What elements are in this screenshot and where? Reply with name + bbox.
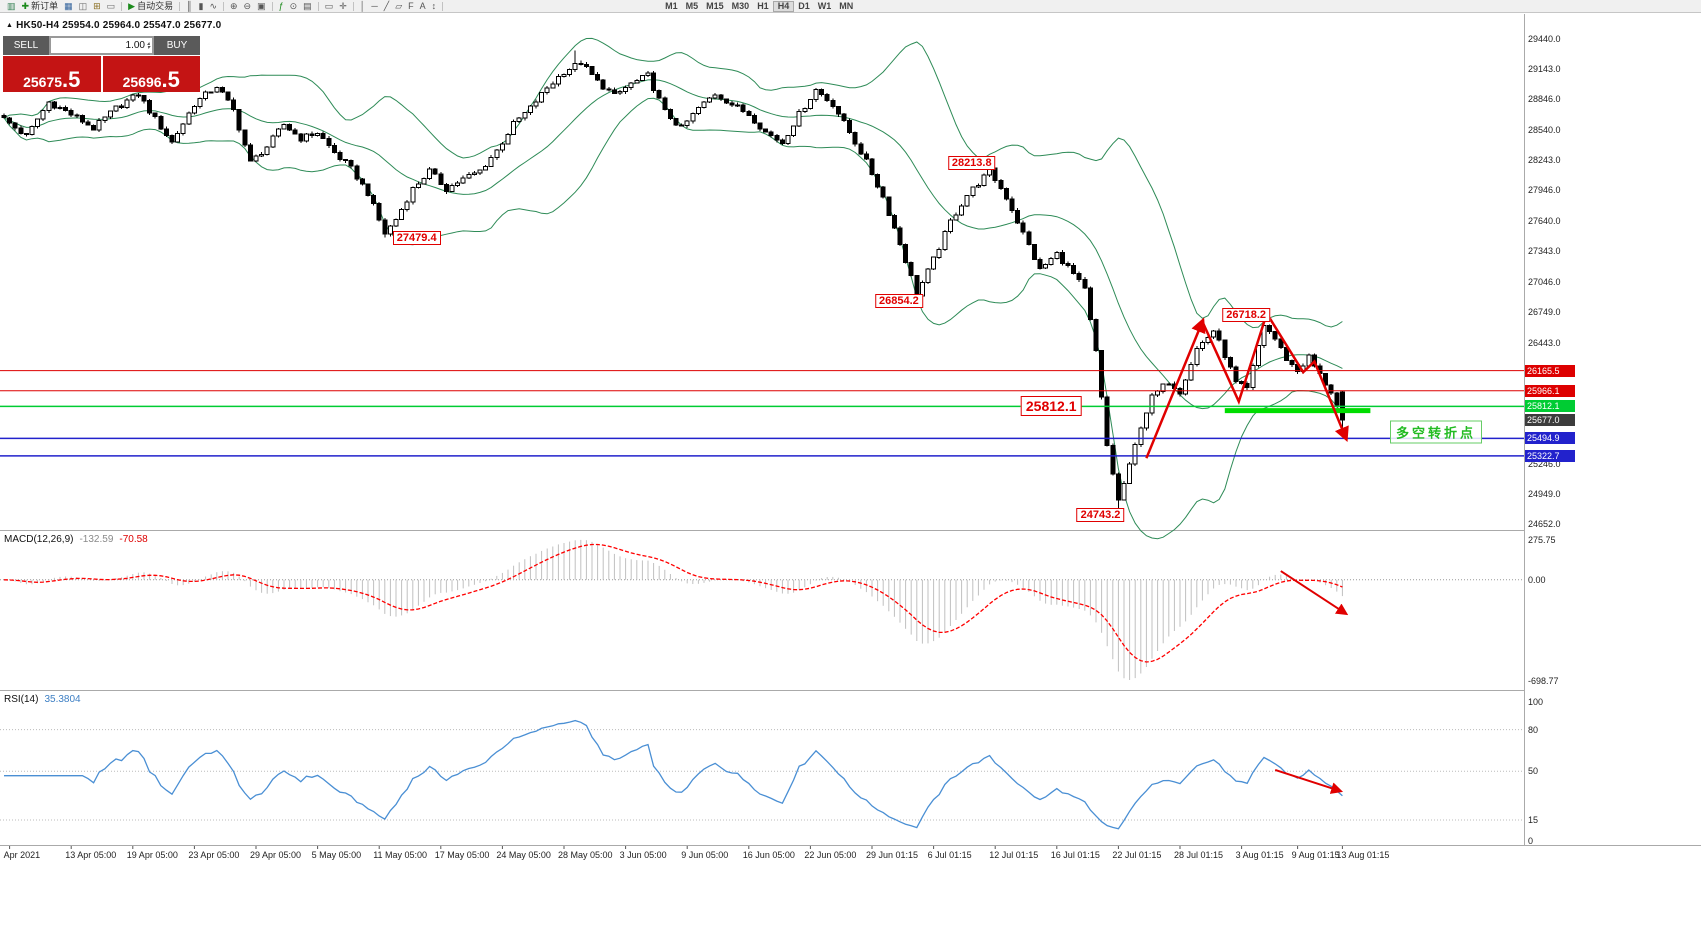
volume-spinner-icons[interactable]: ▴ ▾ xyxy=(146,40,152,51)
buy-price-decimal: .5 xyxy=(161,67,180,92)
trendline-icon[interactable]: ╱ xyxy=(381,0,392,12)
candles-chart-icon: ▮ xyxy=(198,1,204,11)
timeframe-W1[interactable]: W1 xyxy=(817,0,832,11)
terminal-icon: ▭ xyxy=(106,1,116,11)
sell-price-main: 25675 xyxy=(23,74,63,90)
timeframe-MN[interactable]: MN xyxy=(839,0,854,11)
timeframe-M30[interactable]: M30 xyxy=(731,0,750,11)
cursor-icon[interactable]: ▭ xyxy=(322,0,337,12)
autotrading-button: ▶ xyxy=(128,1,136,11)
navigator-icon: ⊞ xyxy=(93,1,101,11)
tile-windows-icon: ▣ xyxy=(257,1,266,11)
toolbar: ▥ ✚ 新订单 ▦ ◫ ⊞ ▭ ▶ 自动交易 ║ ▮ ∿ ⊕ ⊖ ▣ ƒ ⊙ ▤ ▭ ✛ │ ─ ╱ ▱ F A ↕ M1 M5 M15 M… xyxy=(0,0,1701,13)
new-order-button-label: 新订单 xyxy=(31,1,59,11)
line-chart-icon[interactable]: ∿ xyxy=(206,0,220,12)
timeframe-M5[interactable]: M5 xyxy=(685,0,699,11)
channel-icon: ▱ xyxy=(395,1,403,11)
macd-indicator-name: MACD(12,26,9) xyxy=(4,534,74,545)
macd-signal-value: -70.58 xyxy=(119,534,148,545)
toolbar-separator xyxy=(179,1,181,11)
zoom-out-icon[interactable]: ⊖ xyxy=(241,0,255,12)
bars-chart-icon: ║ xyxy=(186,1,193,11)
tile-windows-icon[interactable]: ▣ xyxy=(254,0,269,12)
spinner-up-icon[interactable]: ▴ xyxy=(146,40,150,47)
rsi-indicator-name: RSI(14) xyxy=(4,694,39,705)
zoom-in-icon[interactable]: ⊕ xyxy=(227,0,241,12)
macd-main-value: -132.59 xyxy=(79,534,114,545)
toolbar-separator xyxy=(271,1,273,11)
sell-price-button[interactable]: 25675.5 xyxy=(3,56,101,92)
new-chart-icon: ▥ xyxy=(7,1,16,11)
bars-chart-icon[interactable]: ║ xyxy=(183,0,195,12)
data-window-icon[interactable]: ◫ xyxy=(76,0,91,12)
vertical-line-icon[interactable]: │ xyxy=(357,0,369,12)
terminal-icon[interactable]: ▭ xyxy=(104,0,119,12)
symbol-collapse-icon[interactable]: ▲ xyxy=(6,22,14,29)
crosshair-icon: ✛ xyxy=(339,1,347,11)
vertical-line-icon: │ xyxy=(359,1,366,11)
macd-indicator-label: MACD(12,26,9) -132.59 -70.58 xyxy=(4,534,148,545)
timeframe-M15[interactable]: M15 xyxy=(706,0,724,11)
symbol-ohlc-values: 25954.0 25964.0 25547.0 25677.0 xyxy=(62,20,222,31)
symbol-name: HK50-H4 xyxy=(16,20,60,31)
trendline-icon: ╱ xyxy=(383,1,390,11)
periods-icon[interactable]: ⊙ xyxy=(287,0,301,12)
buy-button[interactable]: BUY xyxy=(154,36,200,55)
horizontal-line-icon: ─ xyxy=(371,1,378,11)
line-chart-icon: ∿ xyxy=(209,1,217,11)
new-chart-icon[interactable]: ▥ xyxy=(4,0,19,12)
text-icon: A xyxy=(419,1,426,11)
periods-icon: ⊙ xyxy=(289,1,298,11)
crosshair-icon[interactable]: ✛ xyxy=(336,0,350,12)
spinner-down-icon[interactable]: ▾ xyxy=(146,44,150,51)
symbol-info: ▲ HK50-H4 25954.0 25964.0 25547.0 25677.0 xyxy=(6,20,221,31)
fibonacci-icon[interactable]: F xyxy=(405,0,417,12)
market-watch-icon: ▦ xyxy=(64,1,73,11)
autotrading-button[interactable]: ▶ 自动交易 xyxy=(125,0,176,12)
navigator-icon[interactable]: ⊞ xyxy=(90,0,104,12)
toolbar-separator xyxy=(223,1,224,11)
rsi-value: 35.3804 xyxy=(44,694,81,705)
timeframe-M1[interactable]: M1 xyxy=(665,0,678,11)
market-watch-icon[interactable]: ▦ xyxy=(61,0,76,12)
autotrading-button-label: 自动交易 xyxy=(137,1,174,11)
indicators-icon: ƒ xyxy=(278,1,284,11)
volume-stepper[interactable]: 1.00 ▴ ▾ xyxy=(50,37,153,54)
data-window-icon: ◫ xyxy=(78,1,88,11)
buy-price-button[interactable]: 25696.5 xyxy=(102,56,200,92)
horizontal-line-icon[interactable]: ─ xyxy=(368,0,380,12)
text-icon[interactable]: A xyxy=(417,0,429,12)
timeframe-H1[interactable]: H1 xyxy=(757,0,769,11)
new-order-button: ✚ xyxy=(21,1,30,11)
templates-icon: ▤ xyxy=(303,1,312,11)
sell-price-decimal: .5 xyxy=(62,67,81,92)
cursor-icon: ▭ xyxy=(324,1,334,11)
arrows-icon: ↕ xyxy=(431,1,437,11)
toolbar-separator xyxy=(352,1,354,11)
new-order-button[interactable]: ✚ 新订单 xyxy=(19,0,62,12)
toolbar-separator xyxy=(121,1,123,11)
rsi-indicator-label: RSI(14) 35.3804 xyxy=(4,694,81,705)
timeframe-D1[interactable]: D1 xyxy=(798,0,810,11)
one-click-trading-panel: SELL 1.00 ▴ ▾ BUY 25675.5 25696.5 xyxy=(3,36,200,92)
toolbar-separator xyxy=(442,1,444,11)
candles-chart-icon[interactable]: ▮ xyxy=(196,0,207,12)
fibonacci-icon: F xyxy=(408,1,414,11)
zoom-out-icon: ⊖ xyxy=(243,1,252,11)
indicators-icon[interactable]: ƒ xyxy=(276,0,287,12)
sell-button[interactable]: SELL xyxy=(3,36,49,55)
channel-icon[interactable]: ▱ xyxy=(392,0,405,12)
volume-value[interactable]: 1.00 xyxy=(125,40,145,51)
timeframe-H4[interactable]: H4 xyxy=(772,0,795,12)
arrows-icon[interactable]: ↕ xyxy=(429,0,440,12)
zoom-in-icon: ⊕ xyxy=(230,1,238,11)
buy-price-main: 25696 xyxy=(122,74,162,90)
toolbar-separator xyxy=(317,1,319,11)
templates-icon[interactable]: ▤ xyxy=(300,0,315,12)
